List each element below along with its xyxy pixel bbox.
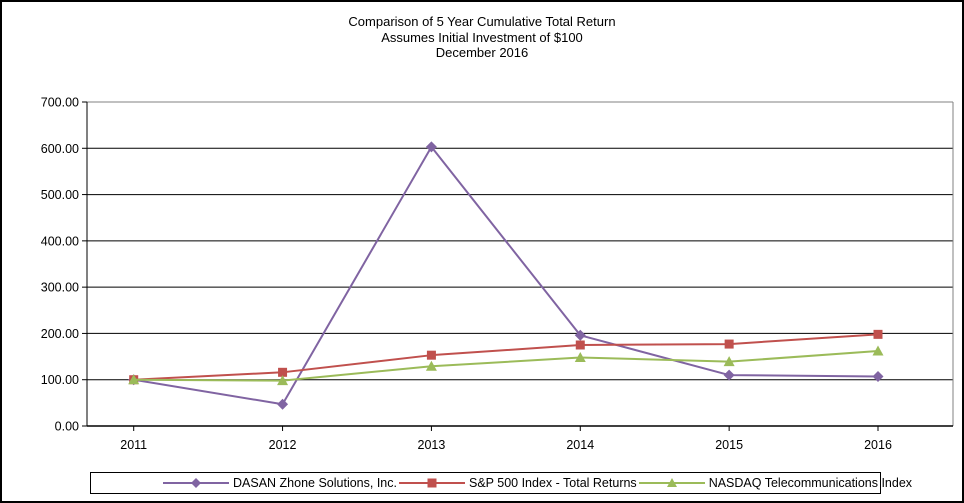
chart-legend: DASAN Zhone Solutions, Inc. S&P 500 Index… — [90, 472, 912, 494]
legend-item-1: S&P 500 Index - Total Returns — [397, 476, 637, 490]
series-1-point-4-marker — [724, 339, 734, 349]
series-line-1 — [133, 333, 879, 381]
series-1-point-5-marker — [873, 329, 883, 339]
x-axis-label: 2012 — [269, 438, 297, 452]
legend-square-icon — [398, 478, 465, 488]
series-line-0 — [133, 145, 879, 406]
y-axis-label: 300.00 — [41, 281, 79, 295]
legend-triangle-icon — [638, 478, 705, 487]
series-2-point-4-marker — [723, 356, 735, 367]
x-axis-label: 2014 — [566, 438, 594, 452]
chart-title-line2: Assumes Initial Investment of $100 — [381, 29, 583, 45]
series-0-point-5-marker — [872, 370, 884, 382]
y-axis-label: 600.00 — [41, 142, 79, 156]
legend-label: NASDAQ Telecommunications Index — [708, 476, 913, 490]
x-axis-label: 2013 — [418, 438, 446, 452]
legend-label: S&P 500 Index - Total Returns — [468, 476, 637, 490]
y-axis-label: 500.00 — [41, 188, 79, 202]
series-1-point-3-marker — [575, 340, 585, 350]
series-0-point-1-marker — [277, 398, 289, 410]
series-1-point-2-marker — [426, 350, 436, 360]
series-2-point-5-marker — [872, 345, 884, 356]
chart-title-block: Comparison of 5 Year Cumulative Total Re… — [2, 14, 962, 61]
series-2-point-0-marker — [128, 374, 140, 385]
chart-title-line1: Comparison of 5 Year Cumulative Total Re… — [348, 14, 616, 29]
y-axis-label: 700.00 — [41, 96, 79, 110]
y-axis-label: 100.00 — [41, 373, 79, 387]
legend-diamond-icon — [163, 478, 229, 488]
legend-item-0: DASAN Zhone Solutions, Inc. — [161, 476, 397, 490]
x-axis-label: 2015 — [715, 438, 743, 452]
y-axis-label: 400.00 — [41, 234, 79, 248]
series-0-point-4-marker — [723, 369, 735, 381]
series-1-point-1-marker — [278, 367, 288, 377]
series-0-point-3-marker — [574, 329, 586, 341]
x-axis-label: 2016 — [864, 438, 892, 452]
legend-item-2: NASDAQ Telecommunications Index — [637, 476, 912, 490]
series-0-point-2-marker — [425, 141, 437, 153]
x-axis-label: 2011 — [120, 438, 147, 452]
series-2-point-3-marker — [574, 351, 586, 362]
y-axis-label: 0.00 — [55, 420, 79, 434]
series-line-2 — [133, 350, 879, 382]
legend-label: DASAN Zhone Solutions, Inc. — [233, 476, 397, 490]
chart-title-line3: December 2016 — [435, 45, 529, 60]
y-axis-label: 200.00 — [41, 327, 79, 341]
series-2-point-2-marker — [425, 360, 437, 371]
series-2-point-1-marker — [277, 375, 289, 386]
